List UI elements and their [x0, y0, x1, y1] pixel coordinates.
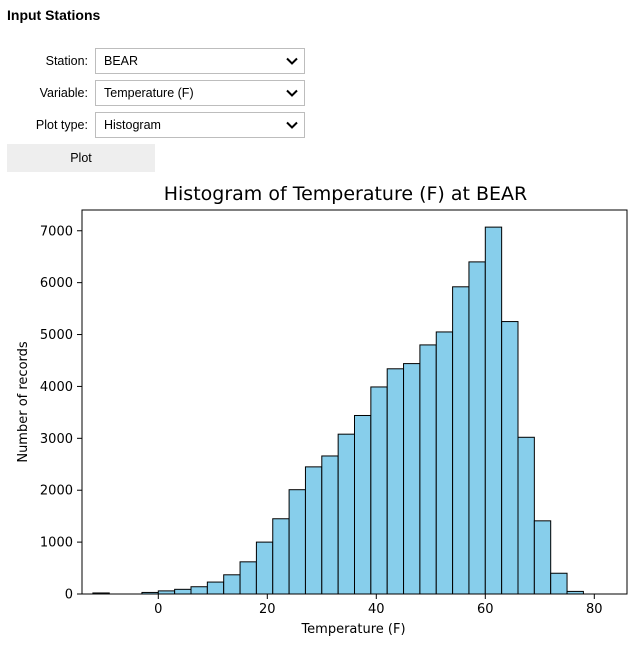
x-tick-label: 0	[154, 602, 162, 617]
y-tick-label: 1000	[40, 536, 73, 551]
plot-frame	[81, 209, 628, 595]
histogram-bar	[206, 581, 225, 595]
histogram-bar	[255, 541, 274, 595]
histogram-bar	[239, 561, 257, 595]
station-select[interactable]: BEAR	[95, 48, 305, 74]
x-tick-label: 40	[368, 602, 385, 617]
histogram-bar	[304, 466, 323, 595]
y-tick-label: 3000	[40, 432, 73, 447]
histogram-bar	[370, 386, 388, 595]
y-tick-label: 4000	[40, 380, 73, 395]
histogram-bar	[321, 455, 339, 595]
variable-label: Variable:	[39, 86, 88, 100]
y-tick-label: 7000	[40, 224, 73, 239]
histogram-bar	[468, 261, 486, 595]
histogram-bar	[550, 572, 568, 595]
chart-title: Histogram of Temperature (F) at BEAR	[164, 183, 528, 205]
chevron-down-icon	[286, 89, 298, 97]
chevron-down-icon	[286, 57, 298, 65]
histogram-bar	[435, 331, 454, 595]
histogram-bar	[403, 363, 421, 595]
section-title: Input Stations	[7, 7, 101, 23]
histogram-bar	[517, 436, 535, 595]
histogram-bar	[223, 574, 241, 595]
plot-type-select[interactable]: Histogram	[95, 112, 305, 138]
histogram-bar	[501, 321, 519, 595]
station-select-value: BEAR	[104, 54, 139, 68]
station-row: Station: BEAR	[0, 48, 320, 74]
y-tick-label: 5000	[40, 328, 73, 343]
histogram-bar	[337, 433, 355, 595]
histogram-chart: 0 20 40 60 80 0 1000 2000 3000 4000 5000 6000 7000 Hi…	[16, 183, 628, 637]
y-tick-label: 0	[65, 588, 73, 603]
histogram-bar	[386, 368, 405, 595]
histogram-bar	[354, 414, 372, 595]
plot-type-label: Plot type:	[35, 118, 88, 132]
x-tick-label: 60	[477, 602, 494, 617]
histogram-bar	[190, 586, 208, 595]
histogram-bar	[533, 520, 552, 595]
histogram-bar	[452, 286, 470, 595]
histogram-bar	[288, 489, 306, 595]
chevron-down-icon	[286, 121, 298, 129]
plot-button[interactable]: Plot	[7, 144, 155, 172]
station-label: Station:	[45, 54, 88, 68]
histogram-bar	[174, 588, 192, 595]
x-tick-label: 20	[259, 602, 276, 617]
y-tick-label: 2000	[40, 484, 73, 499]
y-axis-label: Number of records	[16, 341, 31, 463]
x-tick-label: 80	[586, 602, 603, 617]
histogram-bar	[272, 518, 290, 595]
variable-select[interactable]: Temperature (F)	[95, 80, 305, 106]
variable-row: Variable: Temperature (F)	[0, 80, 320, 106]
plot-type-select-value: Histogram	[104, 118, 161, 132]
histogram-bar	[419, 344, 437, 595]
y-tick-label: 6000	[40, 276, 73, 291]
plot-type-row: Plot type: Histogram	[0, 112, 320, 138]
variable-select-value: Temperature (F)	[104, 86, 194, 100]
histogram-bar	[484, 226, 503, 595]
x-axis-label: Temperature (F)	[300, 622, 405, 637]
